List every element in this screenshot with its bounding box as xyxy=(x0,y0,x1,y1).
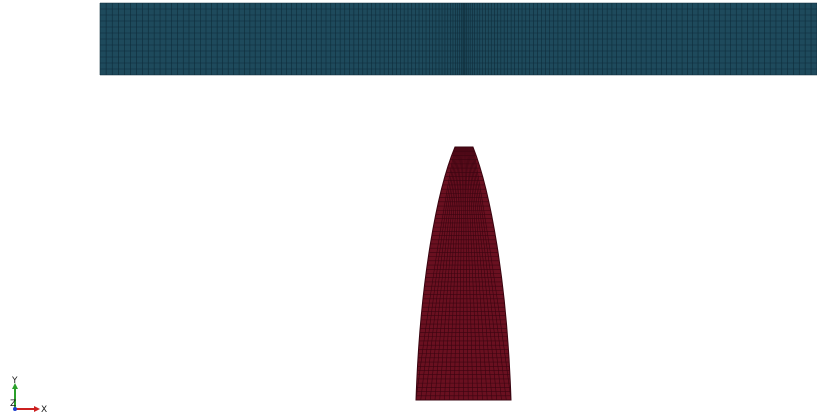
y-axis-label: Y xyxy=(11,376,18,386)
x-axis-label: X xyxy=(41,405,47,414)
orientation-axes-widget: Y Z X xyxy=(10,376,47,414)
projectile-mesh[interactable] xyxy=(411,146,516,401)
projectile-grid xyxy=(416,147,511,400)
y-axis-arrowhead xyxy=(12,383,18,389)
target-plate-grid xyxy=(99,2,817,76)
z-axis-label: Z xyxy=(10,399,16,409)
target-plate-mesh[interactable] xyxy=(99,2,817,76)
x-axis-arrowhead xyxy=(34,406,40,412)
projectile-outline xyxy=(415,146,512,401)
z-axis-dot xyxy=(13,407,17,411)
